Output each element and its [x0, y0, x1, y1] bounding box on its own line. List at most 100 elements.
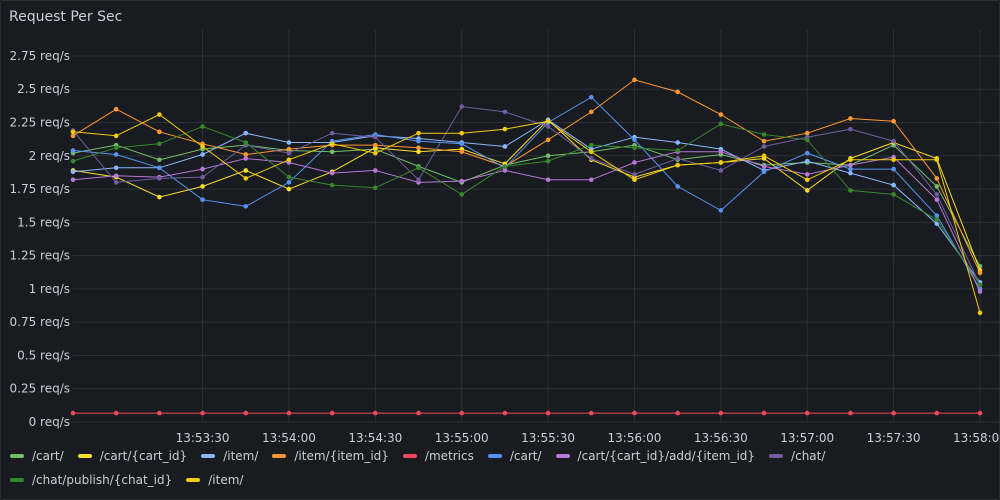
- data-point: [934, 213, 940, 218]
- data-point: [804, 158, 810, 164]
- legend-label: /chat/publish/{chat_id}: [32, 473, 173, 487]
- data-point: [200, 410, 205, 416]
- data-point: [588, 177, 594, 183]
- data-point: [243, 204, 249, 209]
- legend-item[interactable]: /cart/: [487, 448, 542, 464]
- series-line: [72, 144, 981, 267]
- data-point: [459, 130, 465, 136]
- data-point: [157, 112, 162, 117]
- data-point: [286, 157, 292, 163]
- data-point: [157, 176, 162, 181]
- data-point: [286, 186, 292, 192]
- series-2: [70, 117, 983, 285]
- data-point: [934, 221, 940, 226]
- data-point: [70, 177, 76, 183]
- data-point: [545, 124, 551, 129]
- data-point: [200, 166, 205, 172]
- legend: /cart/ /cart/{cart_id} /item/ /item/{item_i…: [10, 448, 985, 488]
- legend-swatch: [186, 478, 201, 482]
- data-point: [373, 410, 378, 416]
- legend-swatch: [77, 454, 92, 458]
- data-point: [632, 145, 637, 151]
- data-point: [934, 192, 940, 197]
- data-point: [113, 152, 119, 157]
- data-point: [70, 410, 76, 416]
- data-point: [588, 149, 594, 155]
- data-point: [891, 138, 896, 144]
- data-point: [675, 148, 680, 153]
- series-3: [70, 77, 983, 276]
- data-point: [632, 410, 637, 416]
- legend-item[interactable]: /cart/{cart_id}/add/{item_id}: [555, 448, 755, 464]
- y-tick-label: 1.5 req/s: [17, 215, 70, 229]
- data-point: [632, 177, 637, 183]
- y-tick-label: 2.25 req/s: [10, 116, 71, 130]
- data-point: [934, 176, 940, 181]
- data-point: [329, 182, 335, 188]
- data-point: [200, 152, 205, 157]
- x-tick-label: 13:57:00: [780, 431, 834, 445]
- data-point: [632, 77, 637, 83]
- x-tick-label: 13:56:30: [694, 431, 748, 445]
- legend-item[interactable]: /item/{item_id}: [272, 448, 389, 464]
- legend-item[interactable]: /metrics: [402, 448, 474, 464]
- data-point: [70, 169, 76, 175]
- data-point: [502, 126, 508, 132]
- x-tick-label: 13:58:00: [953, 431, 1000, 445]
- data-point: [761, 144, 767, 149]
- series-8: [70, 121, 983, 288]
- data-point: [761, 169, 767, 175]
- series-4: [70, 410, 983, 416]
- data-point: [588, 156, 594, 161]
- data-point: [718, 160, 724, 165]
- data-point: [934, 217, 940, 222]
- data-point: [243, 410, 249, 416]
- legend-item[interactable]: /chat/: [769, 448, 825, 464]
- y-tick-label: 1.75 req/s: [10, 182, 71, 196]
- data-point: [891, 410, 896, 416]
- data-point: [286, 180, 292, 185]
- data-point: [416, 145, 421, 151]
- data-point: [157, 129, 162, 135]
- data-point: [200, 197, 205, 203]
- series-line: [72, 79, 981, 274]
- legend-item[interactable]: /item/: [201, 448, 258, 464]
- legend-item[interactable]: /cart/: [10, 448, 64, 464]
- data-point: [502, 109, 508, 115]
- data-point: [977, 410, 983, 416]
- data-point: [718, 168, 724, 173]
- data-point: [891, 118, 896, 124]
- legend-item[interactable]: /cart/{cart_id}: [77, 448, 187, 464]
- legend-item[interactable]: /item/: [186, 472, 243, 488]
- legend-swatch: [555, 454, 570, 458]
- legend-item[interactable]: /chat/publish/{chat_id}: [10, 472, 172, 488]
- data-point: [373, 168, 378, 173]
- data-point: [718, 121, 724, 127]
- series-line: [72, 119, 981, 283]
- data-point: [113, 106, 119, 112]
- data-point: [848, 126, 853, 132]
- y-tick-label: 0.75 req/s: [10, 315, 71, 329]
- data-point: [416, 130, 421, 136]
- data-point: [848, 162, 853, 168]
- data-point: [718, 112, 724, 117]
- data-point: [848, 170, 853, 176]
- x-tick-label: 13:55:30: [521, 431, 575, 445]
- data-point: [286, 150, 292, 156]
- data-point: [459, 410, 465, 416]
- data-point: [329, 149, 335, 155]
- data-point: [286, 410, 292, 416]
- x-tick-label: 13:57:30: [867, 431, 921, 445]
- data-point: [157, 157, 162, 163]
- y-tick-label: 2.5 req/s: [17, 82, 70, 96]
- data-point: [459, 104, 465, 109]
- y-tick-label: 0 req/s: [29, 415, 70, 429]
- data-point: [891, 182, 896, 188]
- data-point: [588, 94, 594, 100]
- axis-labels: 0 req/s 0.25 req/s 0.5 req/s 0.75 req/s 1 re…: [10, 49, 1000, 445]
- series-line: [72, 119, 981, 271]
- series-1: [70, 117, 983, 273]
- data-point: [761, 153, 767, 159]
- data-point: [891, 166, 896, 172]
